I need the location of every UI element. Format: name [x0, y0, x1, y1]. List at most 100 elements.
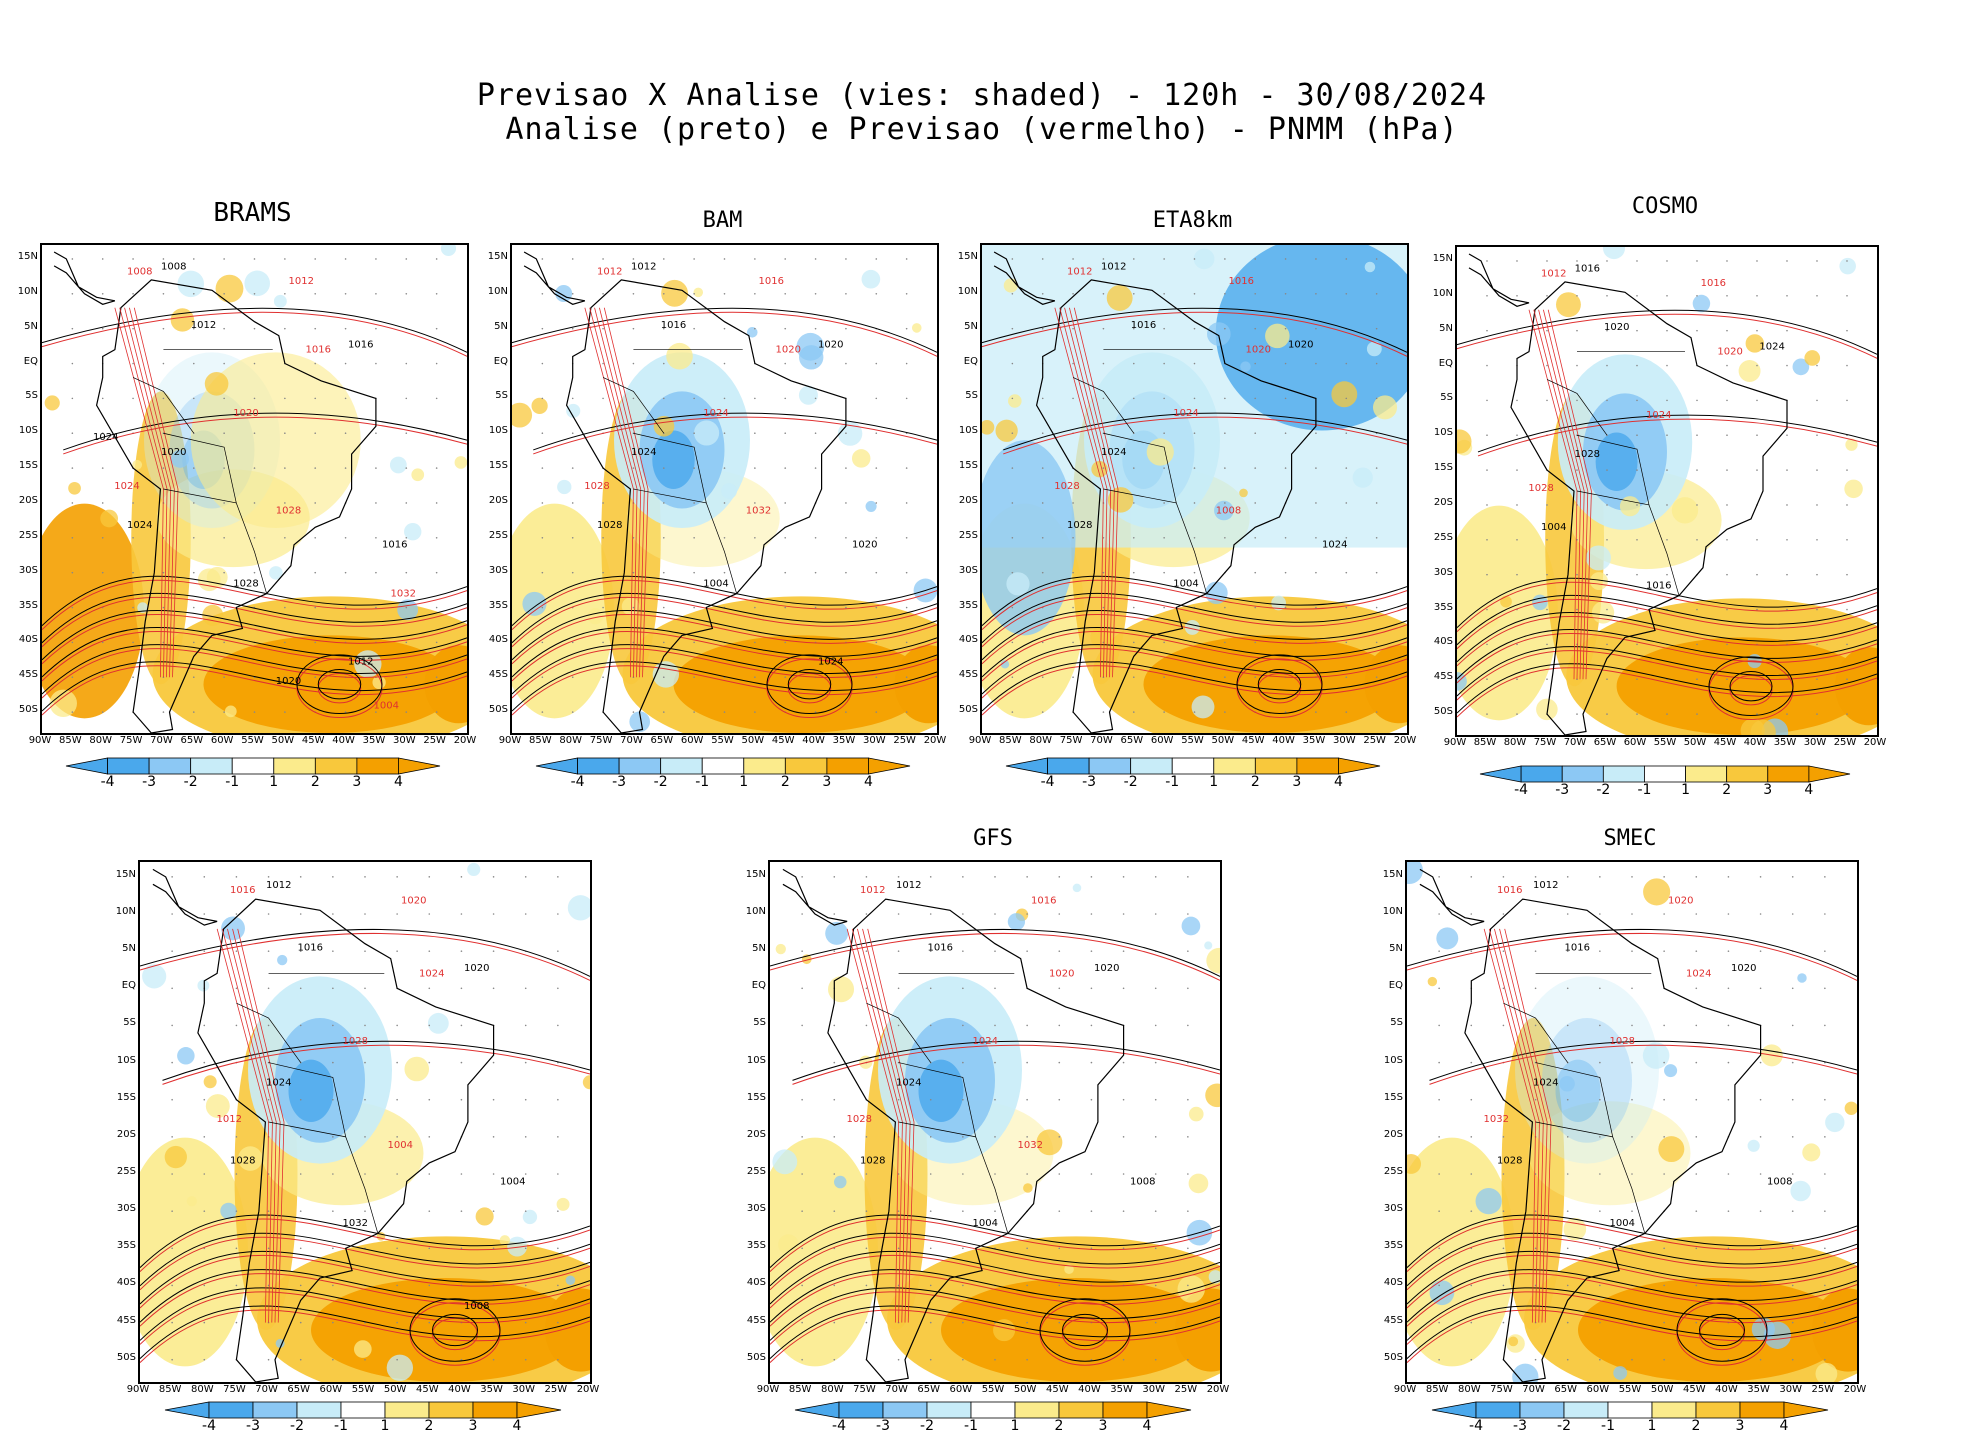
grid-dot [1566, 1173, 1569, 1175]
grid-dot [1058, 1098, 1061, 1101]
grid-dot [1756, 434, 1758, 437]
grid-dot [1470, 1321, 1473, 1324]
grid-dot [314, 293, 317, 295]
lon-tick-label: 45W [1045, 1384, 1069, 1395]
grid-dot [1816, 713, 1818, 715]
colorbar-tick-label: 1 [1681, 782, 1690, 798]
grid-dot [632, 362, 635, 365]
lon-tick-label: 70W [1090, 735, 1113, 746]
map-brams: 1008 1012 1016 1020 1024 1028 1016 1012 1020 1024… [40, 243, 469, 735]
grid-dot [1759, 1173, 1762, 1175]
grid-dot [1566, 987, 1569, 990]
grid-dot [344, 258, 347, 260]
colorbar-tick-label: 2 [1722, 782, 1732, 798]
grid-dot [833, 950, 836, 952]
grid-dot [1846, 295, 1848, 297]
grid-dot [162, 258, 165, 260]
colorbar-tick-label: 3 [822, 774, 832, 790]
colorbar-tick-label: 3 [468, 1418, 478, 1434]
grid-dot [1516, 260, 1518, 262]
grid-dot [375, 571, 377, 574]
grid-dot [1011, 502, 1014, 504]
grid-dot [71, 362, 74, 365]
analysis-isobar [982, 575, 1407, 627]
panel-title-smec: SMEC [1603, 826, 1657, 851]
grid-dot [1132, 362, 1135, 365]
grid-dot [223, 711, 225, 713]
lat-tick-label: 35S [18, 599, 38, 611]
grid-dot [1606, 504, 1608, 506]
grid-dot [897, 876, 900, 878]
grid-dot [693, 362, 695, 365]
grid-dot [1636, 713, 1638, 715]
grid-dot [875, 397, 878, 400]
grid-dot [833, 1173, 836, 1175]
isobar-label-black: 1024 [818, 657, 843, 668]
grid-dot [1315, 467, 1317, 469]
grid-dot [460, 1024, 463, 1027]
grid-dot [754, 258, 756, 260]
grid-dot [1224, 258, 1226, 260]
grid-dot [428, 913, 431, 915]
grid-dot [223, 606, 225, 609]
grid-dot [784, 606, 787, 609]
grid-dot [235, 1136, 238, 1138]
grid-dot [1284, 432, 1287, 435]
grid-dot [299, 1173, 302, 1175]
grid-dot [405, 571, 408, 574]
grid-dot [267, 950, 270, 952]
colorbar-tick-label: -1 [1165, 774, 1180, 790]
grid-dot [1284, 711, 1287, 713]
grid-dot [524, 1210, 527, 1212]
grid-dot [284, 537, 286, 539]
grid-dot [1187, 1136, 1189, 1138]
grid-dot [1606, 260, 1608, 262]
grid-dot [396, 1247, 398, 1250]
grid-dot [132, 606, 134, 609]
colorbar-tick-label: 4 [863, 774, 873, 790]
grid-dot [1534, 913, 1537, 915]
grid-dot [1786, 434, 1788, 437]
grid-dot [1516, 469, 1518, 471]
grid-dot [314, 641, 317, 644]
grid-dot [541, 258, 544, 260]
andes-contour [1488, 928, 1540, 1323]
coastline-central-america [1468, 253, 1530, 307]
lon-tick-label: 55W [1653, 737, 1677, 748]
coastline-central-america [1419, 868, 1485, 926]
grid-dot [1546, 608, 1548, 611]
grid-dot [314, 258, 317, 260]
grid-dot [1375, 711, 1378, 713]
lon-tick-label: 35W [1302, 735, 1326, 746]
grid-dot [1163, 571, 1165, 574]
grid-dot [845, 537, 847, 539]
colorbar-segment [1726, 765, 1769, 783]
grid-dot [299, 987, 302, 990]
grid-dot [132, 397, 134, 400]
bias-speckle [1188, 1173, 1209, 1194]
grid-dot [1695, 987, 1698, 990]
grid-dot [801, 876, 803, 878]
grid-dot [162, 293, 165, 295]
andes-contour [232, 928, 281, 1323]
grid-dot [865, 1210, 868, 1212]
grid-dot [693, 467, 695, 469]
grid-dot [171, 876, 173, 878]
colorbar-segment [1431, 1401, 1477, 1419]
colorbar-tick-label: 4 [512, 1418, 522, 1434]
isobar-label-black: 1028 [1575, 449, 1600, 460]
analysis-isobar [770, 1232, 1220, 1287]
colorbar-tick-label: -4 [202, 1418, 216, 1434]
grid-dot [344, 327, 347, 330]
grid-dot [1824, 1358, 1826, 1361]
colorbar-segment [660, 757, 703, 775]
grid-dot [541, 502, 544, 504]
bias-speckle [177, 270, 205, 298]
grid-dot [1606, 678, 1608, 681]
grid-dot [396, 1136, 398, 1138]
bias-speckle [1366, 341, 1382, 357]
grid-dot [602, 606, 604, 609]
lat-tick-label: 5N [752, 943, 766, 955]
grid-dot [1666, 573, 1668, 576]
bias-speckle [1207, 322, 1231, 346]
